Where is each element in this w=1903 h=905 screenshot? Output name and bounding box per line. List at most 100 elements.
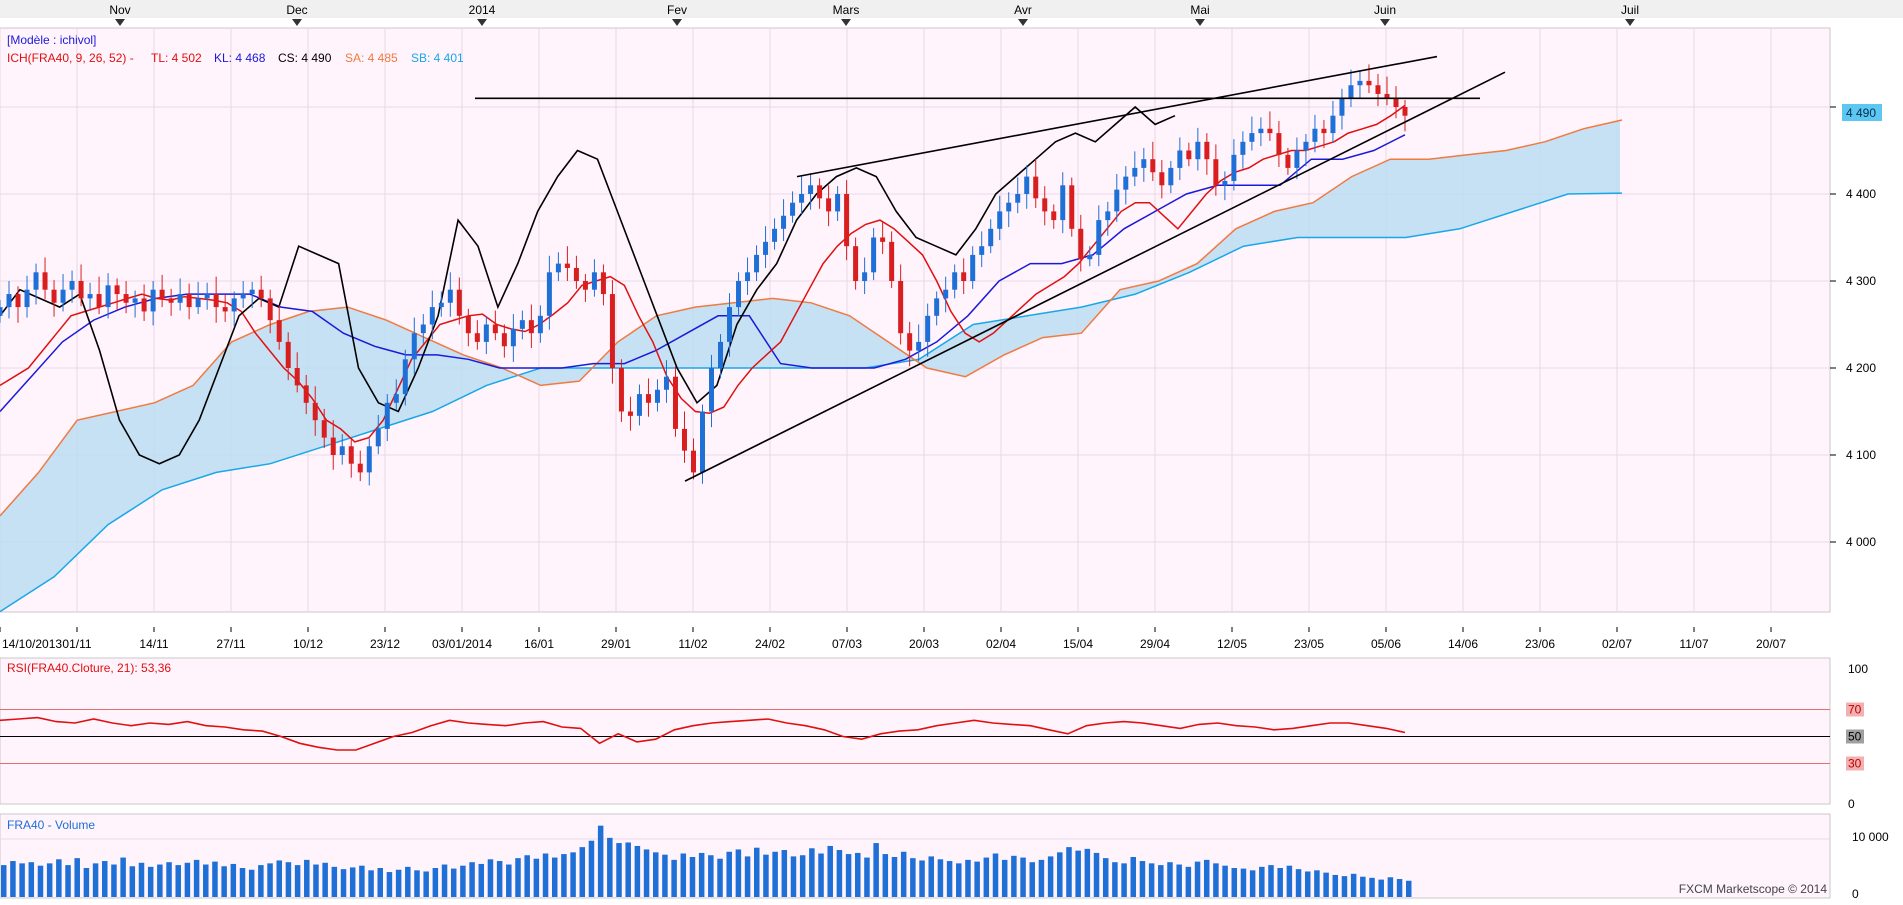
- price-tick-label: 4 400: [1846, 187, 1876, 201]
- price-ticks: 4 400 4 300 4 200 4 100 4 000: [1830, 106, 1876, 549]
- volume-bar: [735, 849, 742, 897]
- candle-body: [1267, 128, 1273, 134]
- volume-bar: [1350, 873, 1357, 897]
- price-tick-label: 4 100: [1846, 448, 1876, 462]
- volume-bar: [579, 847, 586, 897]
- candle-body: [907, 333, 913, 351]
- volume-bar: [377, 868, 384, 897]
- volume-bar: [790, 856, 797, 897]
- rsi-level-label: 30: [1848, 757, 1862, 771]
- candle-body: [1168, 167, 1174, 186]
- candle-body: [745, 272, 751, 281]
- trendlines[interactable]: [475, 55, 1506, 482]
- candle-body: [357, 463, 363, 473]
- volume-bar: [597, 825, 604, 897]
- candle-body: [1402, 107, 1408, 116]
- volume-bar: [267, 863, 273, 897]
- volume-bar: [772, 851, 778, 897]
- candle-body: [0, 307, 3, 316]
- candle-body: [997, 211, 1003, 229]
- candle-body: [979, 246, 985, 255]
- volume-bar: [1259, 866, 1265, 897]
- candle-body: [880, 237, 886, 242]
- rising-support-line[interactable]: [684, 71, 1506, 482]
- candle-body: [1240, 141, 1246, 155]
- candle-body: [393, 394, 399, 403]
- volume-bar: [450, 868, 457, 897]
- candle-body: [889, 241, 895, 281]
- candle-body: [970, 254, 976, 281]
- candle-body: [321, 420, 327, 438]
- volume-bar: [1286, 865, 1293, 897]
- volume-bar: [1038, 859, 1045, 897]
- volume-bar: [138, 862, 145, 897]
- volume-bar: [928, 856, 934, 897]
- volume-bar: [1148, 863, 1155, 897]
- volume-bar: [965, 859, 971, 897]
- candle-body: [799, 194, 805, 203]
- rsi-level-box: [1846, 729, 1864, 744]
- volume-bar: [1011, 855, 1017, 897]
- volume-bar: [524, 855, 530, 897]
- volume-bar: [910, 858, 916, 897]
- candle-body: [781, 215, 787, 229]
- volume-bar: [1231, 868, 1238, 897]
- volume-bar: [515, 858, 521, 897]
- volume-bar: [1167, 862, 1173, 897]
- volume-bar: [414, 870, 420, 897]
- volume-bar: [873, 843, 879, 897]
- volume-bar: [983, 857, 990, 897]
- month-label: Dec: [286, 3, 307, 17]
- volume-bar: [258, 865, 264, 897]
- candle-body: [537, 315, 543, 334]
- rsi-level-box: [1846, 662, 1864, 676]
- candle-body: [709, 368, 715, 412]
- candle-body: [15, 294, 21, 308]
- candle-body: [835, 194, 841, 212]
- date-label: 14/10/2013: [2, 637, 62, 651]
- volume-bar: [1406, 880, 1412, 897]
- candle-body: [681, 428, 687, 451]
- candle-body: [483, 324, 489, 342]
- candle-body: [772, 228, 778, 242]
- candle-body: [1123, 176, 1129, 190]
- volume-bar: [322, 862, 328, 897]
- volume-bar: [809, 848, 815, 897]
- candle-body: [645, 394, 651, 403]
- candle-body: [366, 446, 372, 473]
- volume-bar: [74, 858, 80, 897]
- date-label: 20/03: [909, 637, 939, 651]
- candle-body: [204, 294, 210, 299]
- candle-body: [573, 267, 579, 281]
- upper-wedge-line[interactable]: [796, 55, 1438, 178]
- candle-body: [6, 294, 12, 308]
- candle-body: [1366, 80, 1372, 86]
- volume-label: FRA40 - Volume: [7, 818, 95, 832]
- volume-bar: [1194, 861, 1201, 897]
- candle-body: [952, 272, 958, 290]
- date-label: 23/06: [1525, 637, 1555, 651]
- volume-bar: [625, 842, 631, 897]
- candle-body: [303, 385, 309, 403]
- candle-body: [528, 320, 534, 334]
- volume-bar: [1360, 876, 1366, 897]
- volume-bar: [946, 861, 953, 897]
- date-label: 14/06: [1448, 637, 1478, 651]
- candle-body: [736, 281, 742, 308]
- volume-bar: [203, 864, 209, 897]
- volume-bar: [1084, 848, 1091, 897]
- candle-body: [510, 328, 516, 347]
- candle-body: [384, 402, 390, 429]
- date-label: 16/01: [524, 637, 554, 651]
- candle-body: [339, 446, 345, 455]
- volume-bar: [992, 853, 999, 897]
- volume-bar: [744, 856, 751, 897]
- date-label: 27/11: [216, 637, 245, 651]
- price-panel: [0, 27, 1831, 613]
- date-label: 02/04: [986, 637, 1016, 651]
- volume-bar: [698, 852, 705, 897]
- candle-body: [663, 376, 669, 390]
- candle-body: [519, 320, 525, 329]
- volume-bar: [1396, 879, 1403, 897]
